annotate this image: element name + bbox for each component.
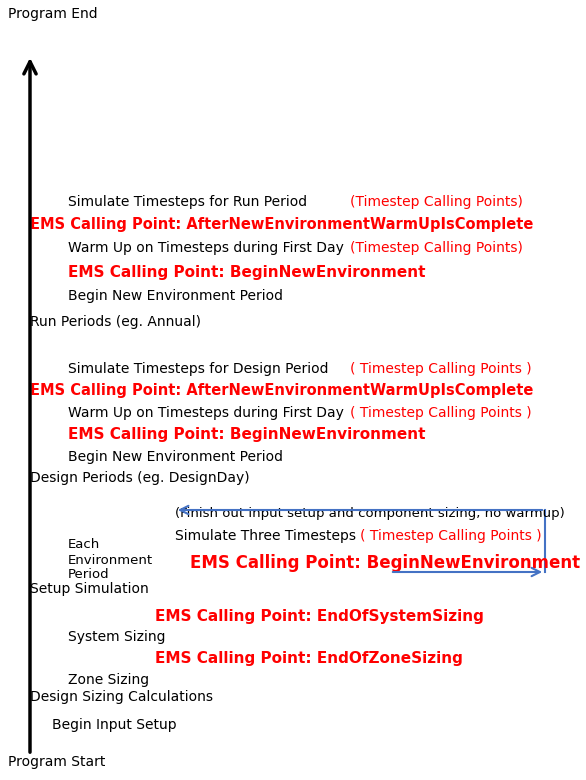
Text: Design Periods (eg. DesignDay): Design Periods (eg. DesignDay) — [30, 471, 250, 485]
Text: ( Timestep Calling Points ): ( Timestep Calling Points ) — [350, 406, 532, 420]
Text: EMS Calling Point: BeginNewEnvironment: EMS Calling Point: BeginNewEnvironment — [190, 554, 580, 572]
Text: EMS Calling Point: AfterNewEnvironmentWarmUpIsComplete: EMS Calling Point: AfterNewEnvironmentWa… — [30, 218, 533, 232]
Text: Begin New Environment Period: Begin New Environment Period — [68, 450, 283, 464]
Text: (Timestep Calling Points): (Timestep Calling Points) — [350, 241, 523, 255]
Text: Run Periods (eg. Annual): Run Periods (eg. Annual) — [30, 315, 201, 329]
Text: EMS Calling Point: AfterNewEnvironmentWarmUpIsComplete: EMS Calling Point: AfterNewEnvironmentWa… — [30, 384, 533, 399]
Text: Warm Up on Timesteps during First Day: Warm Up on Timesteps during First Day — [68, 241, 344, 255]
Text: System Sizing: System Sizing — [68, 630, 165, 644]
Text: Zone Sizing: Zone Sizing — [68, 673, 149, 687]
Text: EMS Calling Point: BeginNewEnvironment: EMS Calling Point: BeginNewEnvironment — [68, 264, 425, 279]
Text: EMS Calling Point: EndOfZoneSizing: EMS Calling Point: EndOfZoneSizing — [155, 651, 463, 666]
Text: Simulate Three Timesteps: Simulate Three Timesteps — [175, 529, 356, 543]
Text: Design Sizing Calculations: Design Sizing Calculations — [30, 690, 213, 704]
Text: (Timestep Calling Points): (Timestep Calling Points) — [350, 195, 523, 209]
Text: ( Timestep Calling Points ): ( Timestep Calling Points ) — [360, 529, 541, 543]
Text: Simulate Timesteps for Run Period: Simulate Timesteps for Run Period — [68, 195, 307, 209]
Text: Simulate Timesteps for Design Period: Simulate Timesteps for Design Period — [68, 362, 329, 376]
Text: Warm Up on Timesteps during First Day: Warm Up on Timesteps during First Day — [68, 406, 344, 420]
Text: Program End: Program End — [8, 7, 98, 21]
Text: Begin New Environment Period: Begin New Environment Period — [68, 289, 283, 303]
Text: Begin Input Setup: Begin Input Setup — [52, 718, 176, 732]
Text: EMS Calling Point: EndOfSystemSizing: EMS Calling Point: EndOfSystemSizing — [155, 608, 484, 623]
Text: ( Timestep Calling Points ): ( Timestep Calling Points ) — [350, 362, 532, 376]
Text: Each
Environment
Period: Each Environment Period — [68, 538, 153, 582]
Text: Program Start: Program Start — [8, 755, 105, 769]
Text: EMS Calling Point: BeginNewEnvironment: EMS Calling Point: BeginNewEnvironment — [68, 427, 425, 442]
Text: Setup Simulation: Setup Simulation — [30, 582, 149, 596]
Text: (Finish out input setup and component sizing, no warmup): (Finish out input setup and component si… — [175, 508, 565, 520]
